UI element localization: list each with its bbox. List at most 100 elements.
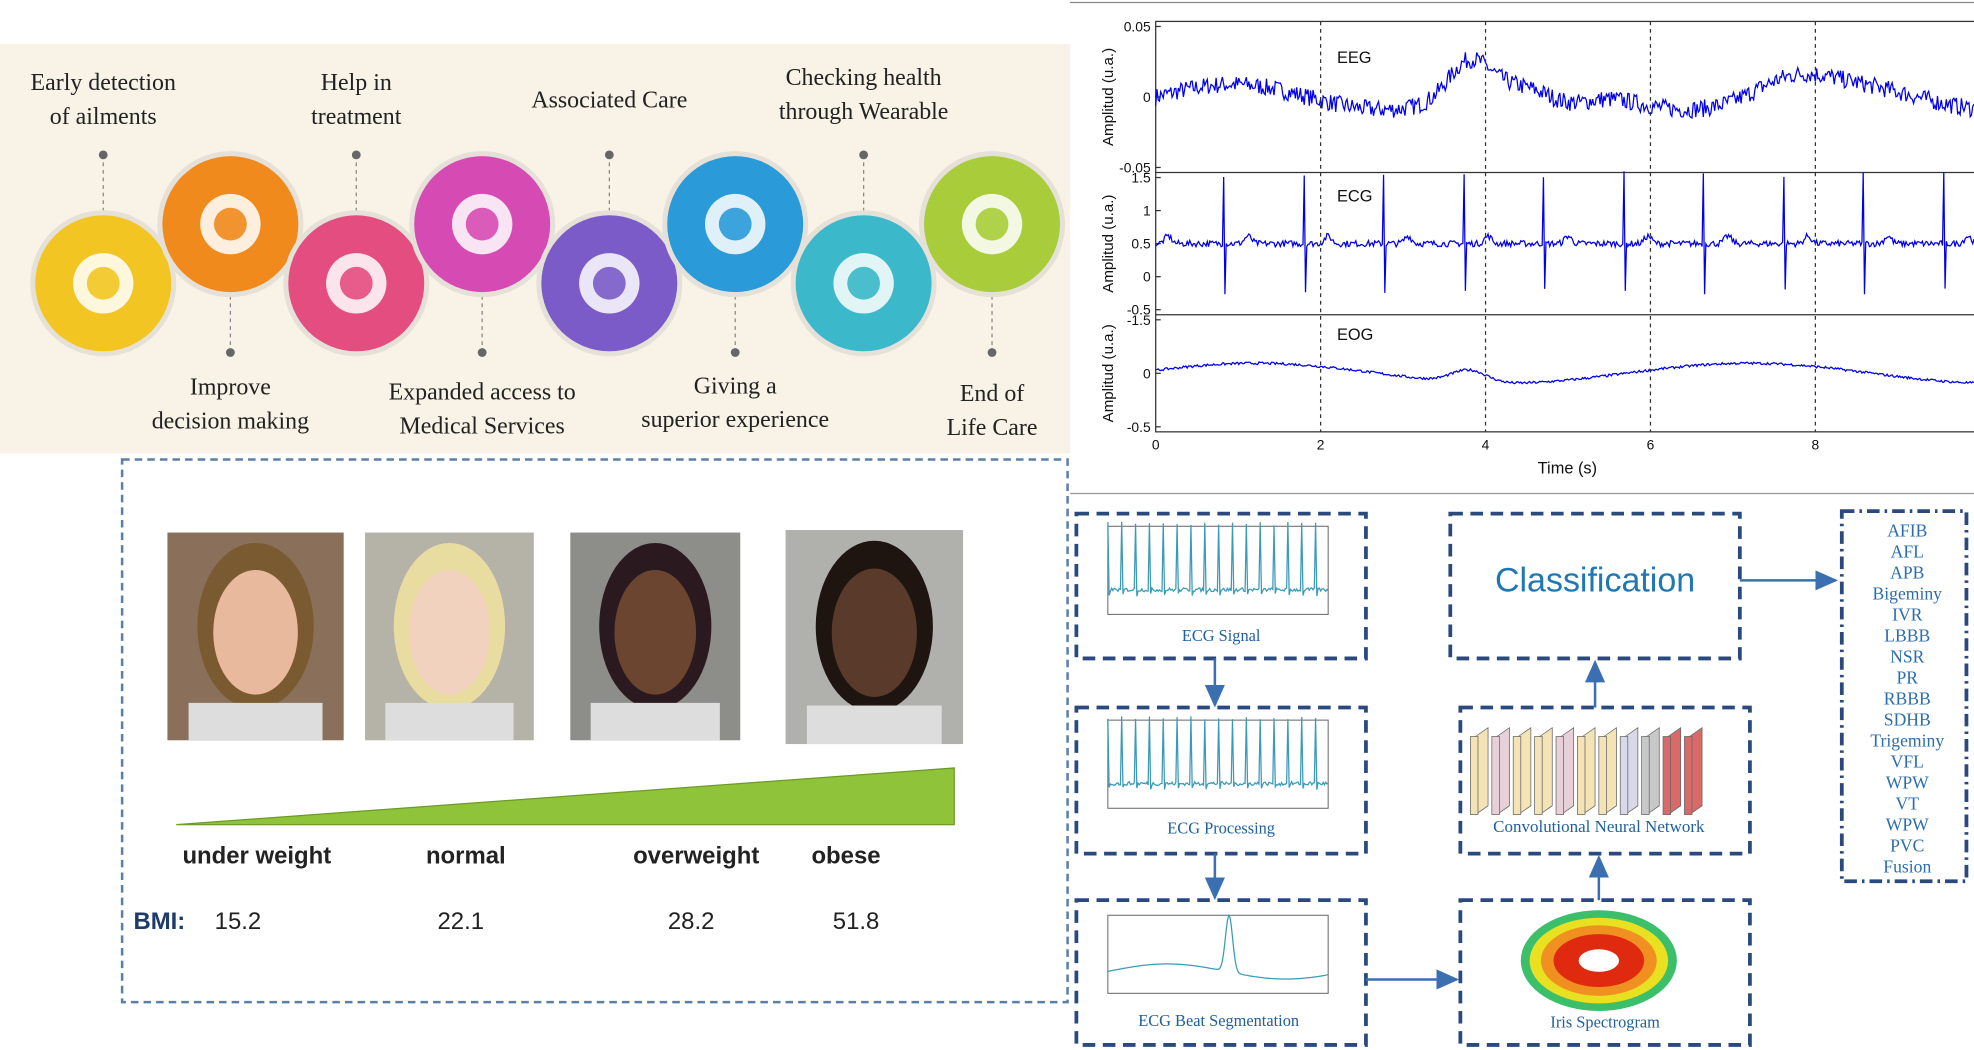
infographic-label: Medical Services bbox=[400, 414, 565, 440]
infographic-label: decision making bbox=[152, 409, 309, 435]
connector-dot bbox=[477, 348, 487, 357]
y-tick-label: -0.05 bbox=[1119, 159, 1151, 175]
infographic-label: Expanded access to bbox=[389, 380, 576, 406]
cnn-layer-front bbox=[1641, 736, 1650, 815]
class-label: LBBB bbox=[1884, 625, 1930, 645]
y-tick-label: 1 bbox=[1143, 203, 1151, 219]
x-axis-label: Time (s) bbox=[1538, 459, 1597, 477]
x-tick-label: 8 bbox=[1812, 436, 1820, 452]
connector-dot bbox=[987, 348, 997, 357]
cnn-layer-front bbox=[1534, 736, 1543, 815]
cnn-layer-front bbox=[1662, 736, 1671, 815]
class-list-box bbox=[1839, 509, 1969, 884]
photo-body bbox=[385, 702, 514, 741]
icon-glyph-core bbox=[214, 207, 247, 241]
bmi-category: normal bbox=[426, 843, 506, 870]
waveform bbox=[1155, 171, 1974, 295]
icon-glyph-core bbox=[975, 207, 1009, 241]
bmi-value: 28.2 bbox=[668, 908, 715, 935]
panel-name: EEG bbox=[1337, 49, 1372, 67]
connector-dot bbox=[859, 150, 869, 160]
infographic-label: of ailments bbox=[50, 104, 157, 130]
y-tick-label: -0.5 bbox=[1127, 419, 1151, 435]
cnn-layer-front bbox=[1598, 736, 1607, 815]
connector-dot bbox=[351, 150, 361, 160]
class-label: AFIB bbox=[1887, 520, 1927, 540]
connector-dot bbox=[225, 348, 235, 357]
class-label: Trigeminy bbox=[1870, 731, 1944, 751]
bmi-value: 22.1 bbox=[438, 908, 485, 935]
y-tick-label: 0 bbox=[1143, 269, 1151, 285]
infographic-label: Checking health bbox=[786, 65, 942, 91]
photo-body bbox=[806, 705, 942, 745]
class-label: NSR bbox=[1890, 646, 1925, 666]
y-tick-label: 0 bbox=[1143, 365, 1151, 381]
infographic-label: Associated Care bbox=[531, 87, 687, 113]
box-caption: ECG Beat Segmentation bbox=[1138, 1011, 1299, 1030]
bmi-category: under weight bbox=[182, 843, 331, 870]
infographic-label: superior experience bbox=[641, 407, 829, 433]
mini-wave bbox=[1107, 521, 1329, 597]
connector-dot bbox=[98, 150, 108, 160]
class-label: WPW bbox=[1886, 815, 1929, 835]
photo-face bbox=[408, 569, 490, 695]
infographic-label: Improve bbox=[190, 375, 271, 401]
icon-glyph-core bbox=[592, 266, 626, 300]
bmi-category: obese bbox=[811, 843, 880, 870]
mini-plot bbox=[1107, 914, 1329, 994]
cnn-layer-front bbox=[1619, 736, 1629, 815]
cnn-layer-front bbox=[1491, 736, 1500, 815]
cnn-layer-front bbox=[1512, 736, 1522, 815]
classification-title: Classification bbox=[1495, 562, 1695, 600]
x-tick-label: 0 bbox=[1152, 436, 1160, 452]
x-tick-label: 6 bbox=[1647, 436, 1655, 452]
cnn-layer-front bbox=[1577, 736, 1586, 815]
y-tick-label: -1.5 bbox=[1127, 312, 1151, 328]
box-caption: Convolutional Neural Network bbox=[1493, 817, 1705, 836]
cnn-layer-front bbox=[1555, 736, 1564, 815]
bmi-category: overweight bbox=[633, 843, 759, 870]
cnn-layer-front bbox=[1684, 736, 1693, 815]
y-axis-label: Amplitud (u.a.) bbox=[1100, 195, 1117, 293]
cnn-layer-front bbox=[1470, 736, 1479, 815]
plot-frame bbox=[1155, 20, 1974, 433]
class-label: Fusion bbox=[1883, 857, 1931, 877]
class-label: WPW bbox=[1886, 773, 1929, 793]
class-label: RBBB bbox=[1884, 689, 1931, 709]
class-label: Bigeminy bbox=[1873, 583, 1943, 603]
photo-body bbox=[590, 702, 720, 741]
class-label: PVC bbox=[1890, 836, 1924, 856]
icon-glyph-core bbox=[465, 207, 499, 241]
classification-box bbox=[1448, 511, 1742, 661]
box-caption: Iris Spectrogram bbox=[1550, 1012, 1660, 1031]
photo-body bbox=[188, 702, 323, 741]
icon-glyph-core bbox=[339, 266, 373, 300]
y-tick-label: 0 bbox=[1143, 89, 1151, 105]
y-tick-label: 1.5 bbox=[1131, 170, 1151, 186]
class-label: IVR bbox=[1892, 604, 1923, 624]
y-axis-label: Amplitud (u.a.) bbox=[1100, 48, 1117, 146]
photo-face bbox=[831, 568, 917, 697]
infographic-label: Early detection bbox=[31, 70, 176, 96]
connector-dot bbox=[604, 150, 614, 160]
photo-face bbox=[213, 569, 298, 695]
box-caption: ECG Signal bbox=[1182, 626, 1261, 645]
class-label: VT bbox=[1896, 794, 1920, 814]
bmi-label: BMI: bbox=[133, 908, 185, 935]
y-tick-label: 0.5 bbox=[1131, 236, 1151, 252]
x-tick-label: 2 bbox=[1317, 436, 1325, 452]
bmi-value: 15.2 bbox=[215, 908, 262, 935]
class-label: AFL bbox=[1891, 541, 1924, 561]
y-tick-label: 0.05 bbox=[1124, 19, 1151, 35]
y-tick-label: -0.5 bbox=[1127, 302, 1151, 318]
photo-face bbox=[614, 569, 697, 695]
connector-dot bbox=[730, 348, 740, 357]
panel-name: EOG bbox=[1337, 326, 1373, 344]
class-label: SDHB bbox=[1884, 710, 1931, 730]
class-label: VFL bbox=[1891, 752, 1924, 772]
bmi-wedge bbox=[176, 767, 955, 826]
icon-glyph-core bbox=[86, 266, 120, 300]
infographic-label: through Wearable bbox=[779, 99, 949, 125]
infographic-label: Help in bbox=[321, 70, 392, 96]
